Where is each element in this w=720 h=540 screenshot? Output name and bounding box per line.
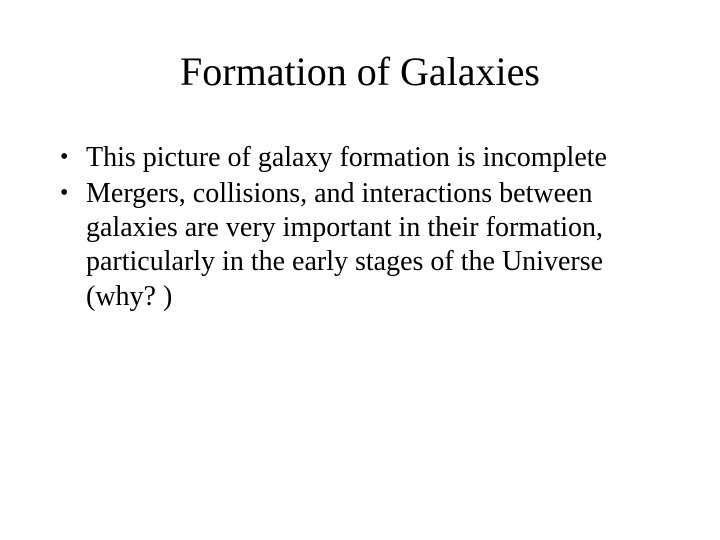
bullet-list: This picture of galaxy formation is inco… xyxy=(54,141,666,314)
bullet-text: This picture of galaxy formation is inco… xyxy=(86,142,607,173)
bullet-text: Mergers, collisions, and interactions be… xyxy=(86,178,603,311)
slide-title: Formation of Galaxies xyxy=(54,48,666,95)
list-item: This picture of galaxy formation is inco… xyxy=(54,141,666,175)
list-item: Mergers, collisions, and interactions be… xyxy=(54,177,666,314)
